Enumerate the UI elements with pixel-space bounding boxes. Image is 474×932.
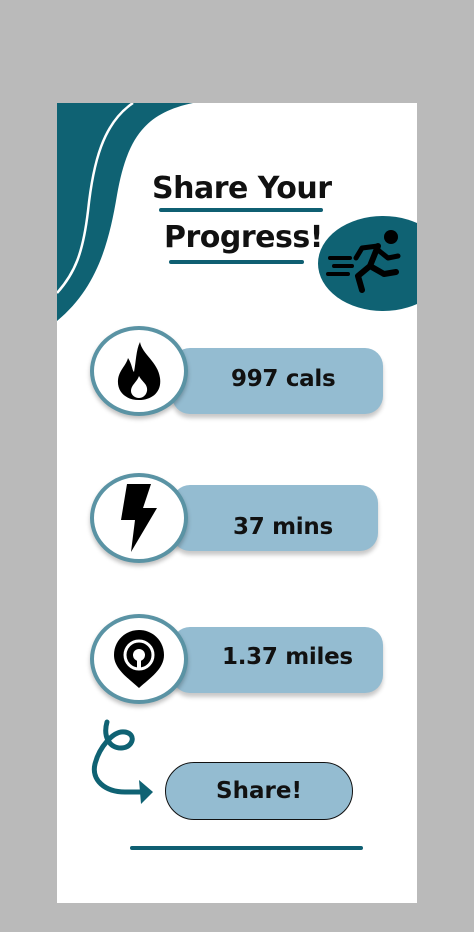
share-button[interactable]: Share!: [165, 762, 353, 820]
title-underline-1: [159, 208, 323, 212]
page-title-line-2: Progress!: [164, 220, 323, 255]
title-underline-2: [169, 260, 304, 264]
corner-wave-decoration: [57, 103, 193, 321]
runner-badge: [318, 216, 417, 311]
running-person-icon: [326, 230, 401, 293]
share-progress-card: Share Your Progress! 997 cals 37 mins: [57, 103, 417, 903]
stat-value: 1.37 miles: [222, 644, 353, 670]
page-title-line-1: Share Your: [152, 171, 332, 206]
stat-value: 37 mins: [233, 514, 333, 540]
stat-icon-circle: [90, 614, 188, 704]
location-pin-icon: [114, 630, 164, 688]
flame-icon: [117, 342, 161, 400]
stat-icon-circle: [90, 326, 188, 416]
stat-pill: [172, 485, 378, 551]
stat-value: 997 cals: [231, 366, 336, 392]
stat-pill: [172, 627, 383, 693]
lightning-bolt-icon: [121, 484, 157, 552]
bottom-divider: [130, 846, 363, 850]
stat-icon-circle: [90, 473, 188, 563]
curly-arrow-icon: [91, 719, 153, 804]
stat-pill: [172, 348, 383, 414]
